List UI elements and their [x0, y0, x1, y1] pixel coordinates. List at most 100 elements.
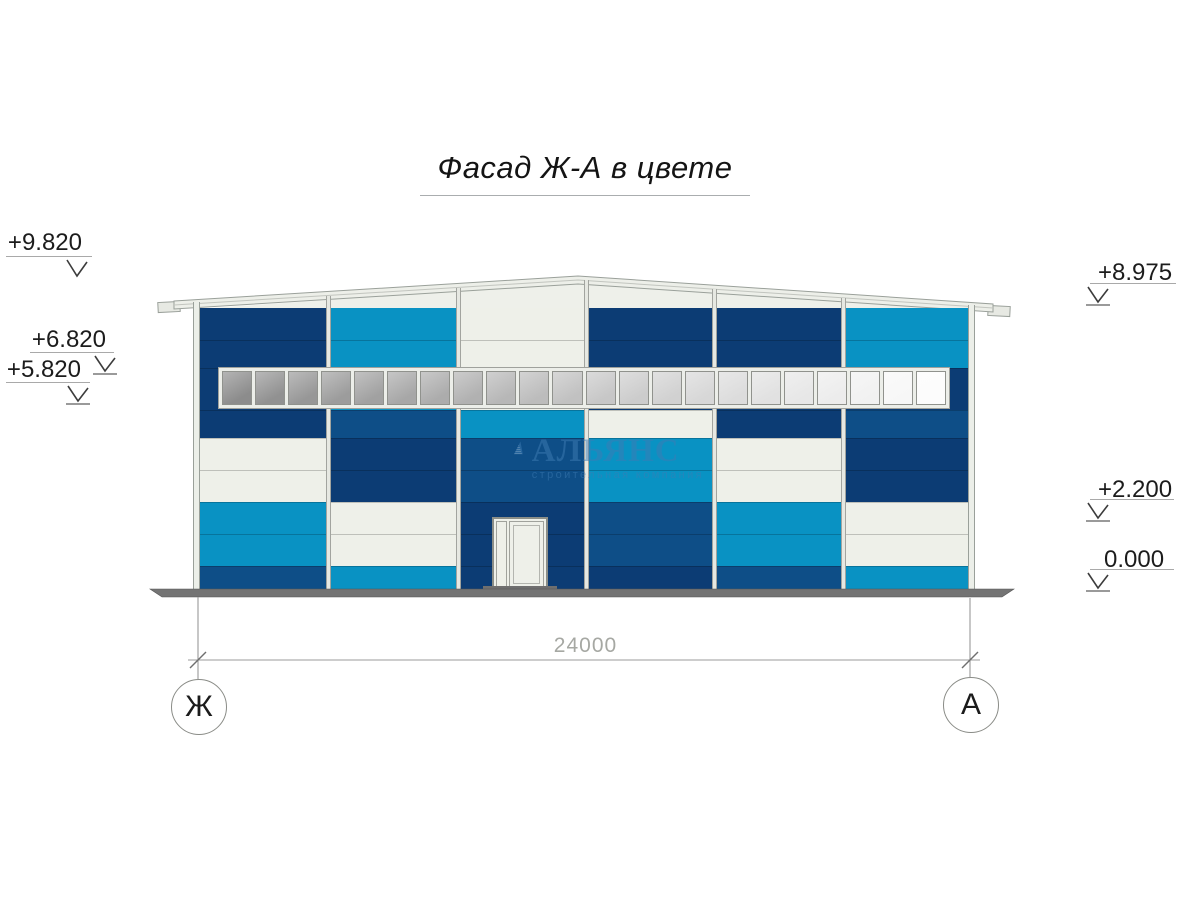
mullion — [584, 280, 589, 592]
panel-cyan — [331, 340, 456, 368]
gable-fill — [196, 283, 968, 309]
facade-bay-6 — [846, 308, 968, 592]
dimension-tick-left — [189, 651, 207, 669]
level-leader-0000 — [1090, 569, 1174, 570]
window-pane — [750, 371, 781, 405]
panel-white — [461, 340, 584, 368]
roof-band — [173, 275, 994, 313]
window-pane — [387, 371, 418, 405]
window-pane — [651, 371, 682, 405]
panel-cyan — [589, 470, 712, 502]
panel-cyan — [331, 566, 456, 592]
axis-letter-left: Ж — [185, 690, 213, 723]
panel-white — [717, 470, 841, 502]
wall-column-left — [193, 302, 200, 592]
panel-navy — [200, 308, 326, 340]
panel-cyan — [461, 410, 584, 438]
level-arrow-icon — [66, 385, 90, 405]
company-watermark: АЛЬЯНС строительная компания — [514, 414, 704, 486]
panel-blue — [461, 470, 584, 502]
watermark-brand-text: АЛЬЯНС — [531, 433, 680, 469]
window-pane — [255, 371, 286, 405]
level-arrow-icon — [1086, 286, 1110, 306]
dimension-tick-right — [961, 651, 979, 669]
level-leader-8975 — [1090, 283, 1176, 284]
axis-letter-right: А — [960, 688, 981, 721]
panel-blue — [717, 566, 841, 592]
watermark-subtitle-text: строительная компания — [531, 469, 704, 481]
window-pane — [354, 371, 385, 405]
window-pane — [288, 371, 319, 405]
panel-cyan — [589, 438, 712, 470]
window-pane — [519, 371, 550, 405]
drawing-title: Фасад Ж-А в цвете — [420, 150, 750, 196]
panel-cyan — [200, 502, 326, 534]
panel-navy — [846, 470, 968, 502]
window-pane — [783, 371, 814, 405]
window-pane — [486, 371, 517, 405]
window-pane — [717, 371, 748, 405]
panel-blue — [589, 502, 712, 534]
panel-cyan — [846, 308, 968, 340]
panel-cyan — [717, 534, 841, 566]
panel-navy — [589, 566, 712, 592]
level-leader-6820 — [30, 352, 114, 353]
panel-navy — [717, 308, 841, 340]
panel-navy — [589, 308, 712, 340]
panel-navy — [717, 340, 841, 368]
wall-column-right — [968, 305, 975, 592]
window-pane — [453, 371, 484, 405]
pyramid-logo-icon — [514, 441, 523, 455]
panel-cyan — [331, 308, 456, 340]
level-label-2200: +2.200 — [1098, 476, 1173, 503]
window-pane — [618, 371, 649, 405]
panel-white — [331, 502, 456, 534]
window-pane — [684, 371, 715, 405]
panel-navy — [331, 470, 456, 502]
roof-inner-line — [173, 279, 994, 309]
panel-white — [589, 410, 712, 438]
window-ribbon — [218, 367, 950, 409]
mullion — [841, 298, 846, 592]
panel-navy — [717, 410, 841, 438]
level-leader-2200 — [1090, 499, 1174, 500]
panel-blue — [200, 566, 326, 592]
level-arrow-icon — [93, 355, 117, 375]
dimension-value: 24000 — [553, 634, 618, 657]
panel-cyan — [200, 534, 326, 566]
panel-white — [200, 438, 326, 470]
level-arrow-icon — [1086, 502, 1110, 522]
window-pane — [915, 371, 947, 405]
mullion — [326, 296, 331, 592]
axis-bubble-a: А — [943, 677, 999, 733]
level-label-6820: +6.820 — [31, 326, 106, 353]
window-pane — [321, 371, 352, 405]
level-arrow-icon — [1086, 572, 1110, 592]
panel-cyan — [717, 502, 841, 534]
level-label-8975: +8.975 — [1098, 259, 1173, 286]
panel-navy — [589, 340, 712, 368]
panel-white — [331, 534, 456, 566]
level-label-0000: 0.000 — [1104, 546, 1165, 573]
panel-navy — [200, 340, 326, 368]
panel-cyan — [846, 566, 968, 592]
mullion — [456, 288, 461, 592]
panel-white — [200, 470, 326, 502]
panel-blue — [331, 410, 456, 438]
window-pane — [222, 371, 253, 405]
ground-line — [149, 588, 1015, 598]
panel-blue — [846, 410, 968, 438]
panel-white — [846, 502, 968, 534]
level-label-5820: +5.820 — [6, 356, 81, 383]
window-pane — [552, 371, 583, 405]
panel-blue — [589, 534, 712, 566]
axis-bubble-zh: Ж — [171, 679, 227, 735]
panel-white — [846, 534, 968, 566]
mullion — [712, 289, 717, 592]
window-pane — [816, 371, 847, 405]
window-pane — [585, 371, 616, 405]
level-leader-5820 — [6, 382, 90, 383]
panel-cyan — [846, 340, 968, 368]
